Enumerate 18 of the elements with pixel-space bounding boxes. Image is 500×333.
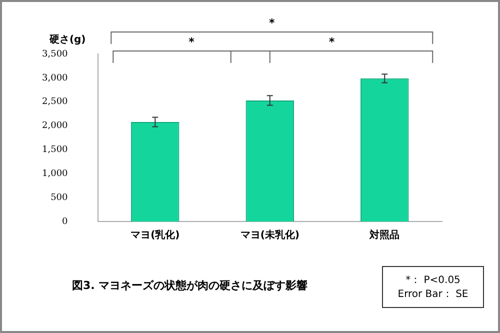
text: *: [188, 35, 195, 48]
y-tick-label: 2,000: [42, 121, 68, 132]
y-tick-label: 1,000: [42, 169, 68, 180]
y-tick-label: 3,500: [42, 49, 68, 60]
text: 図3. マヨネーズの状態が肉の硬さに及ぼす影響: [72, 278, 308, 293]
y-tick-label: 0: [62, 216, 68, 227]
x-tick-label: マヨ(未乳化): [240, 229, 300, 242]
text: *: [328, 35, 335, 48]
y-tick-label: 2,500: [42, 97, 68, 108]
text: Error Bar： SE: [396, 288, 470, 301]
text: *: [269, 16, 275, 30]
y-tick-label: 3,000: [42, 73, 68, 84]
y-tick-label: 500: [50, 193, 68, 203]
y-tick-label: 1,500: [42, 145, 68, 156]
x-tick-label: 対照品: [368, 229, 400, 242]
x-tick-label: マヨ(乳化): [130, 229, 180, 242]
y-axis-title: 硬さ(g): [48, 34, 86, 46]
text: *： P<0.05: [404, 274, 462, 287]
